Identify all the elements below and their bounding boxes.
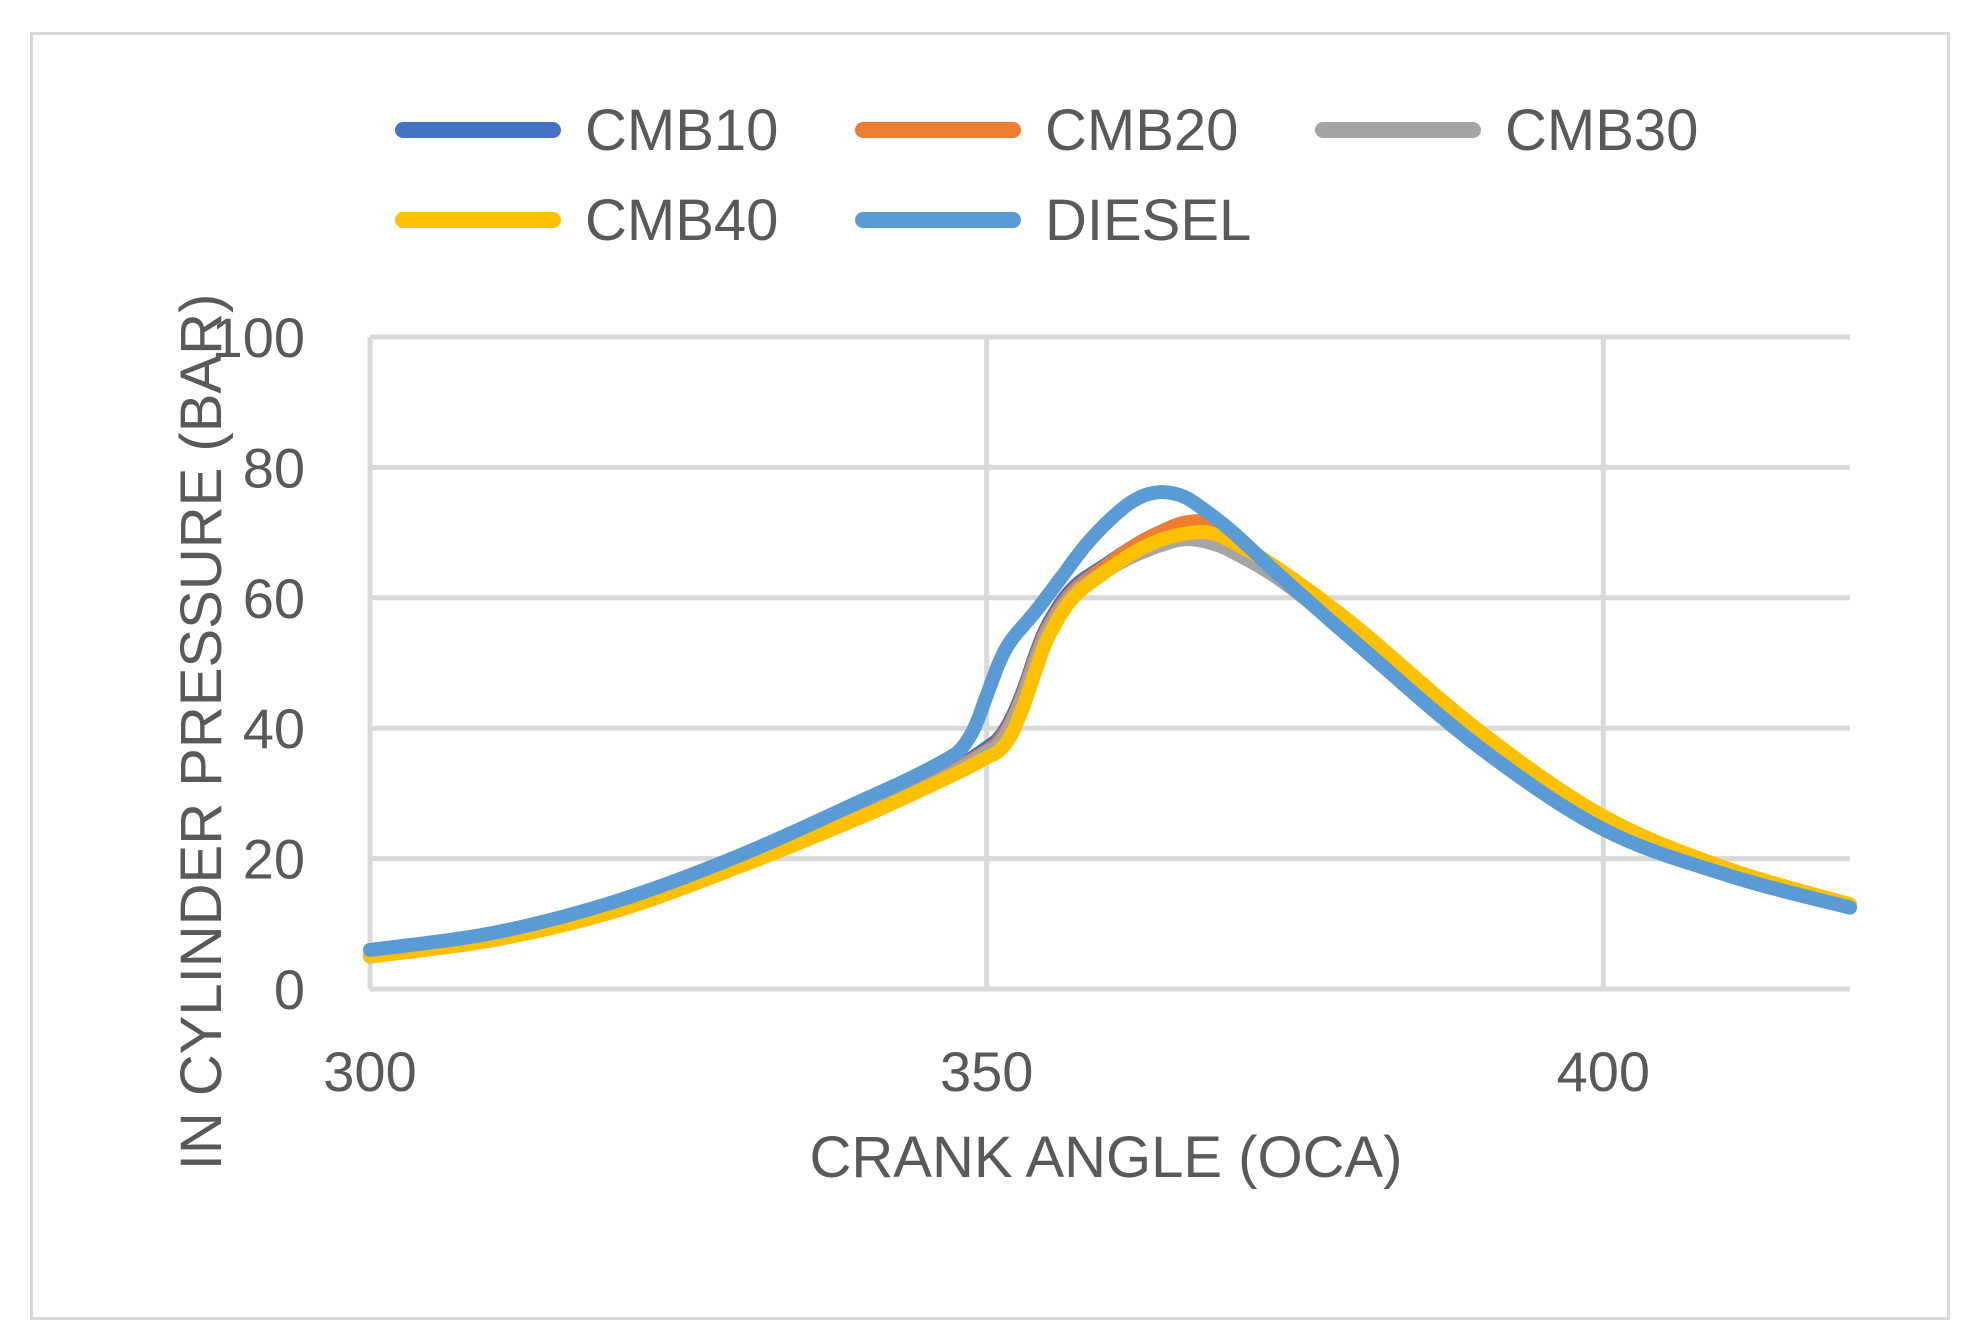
legend-label-diesel: DIESEL [1045, 188, 1251, 253]
legend-item-diesel: DIESEL [855, 188, 1251, 253]
series-lines [363, 485, 1857, 964]
y-axis-title: IN CYLINDER PRESSURE (BAR) [169, 294, 234, 1171]
tick-labels: 0 20 40 60 80 100 300 350 400 [212, 306, 1650, 1103]
series-line-cmb40 [363, 525, 1857, 964]
legend-label-cmb30: CMB30 [1505, 98, 1698, 163]
legend-item-cmb40: CMB40 [395, 188, 778, 253]
y-tick-label-40: 40 [243, 697, 305, 760]
y-tick-label-100: 100 [212, 306, 305, 369]
y-tick-label-80: 80 [243, 436, 305, 499]
legend-label-cmb10: CMB10 [585, 98, 778, 163]
x-tick-label-350: 350 [940, 1040, 1033, 1103]
legend-item-cmb10: CMB10 [395, 98, 778, 163]
series-line-cmb30 [363, 532, 1857, 964]
legend-item-cmb20: CMB20 [855, 98, 1238, 163]
series-line-cmb10 [363, 517, 1857, 964]
legend-item-cmb30: CMB30 [1315, 98, 1698, 163]
x-tick-label-400: 400 [1557, 1040, 1650, 1103]
x-tick-label-300: 300 [323, 1040, 416, 1103]
y-tick-label-0: 0 [274, 958, 305, 1021]
legend-label-cmb40: CMB40 [585, 188, 778, 253]
legend: CMB10 CMB20 CMB30 CMB40 DIESEL [395, 98, 1698, 253]
x-axis-title: CRANK ANGLE (OCA) [810, 1125, 1403, 1190]
chart-frame: 0 20 40 60 80 100 300 350 400 CMB10 CMB20 CMB30 CMB… [30, 32, 1950, 1320]
series-line-diesel [363, 485, 1857, 957]
gridlines [367, 334, 1850, 992]
y-tick-label-20: 20 [243, 828, 305, 891]
legend-label-cmb20: CMB20 [1045, 98, 1238, 163]
series-line-cmb20 [363, 514, 1857, 964]
y-tick-label-60: 60 [243, 567, 305, 630]
